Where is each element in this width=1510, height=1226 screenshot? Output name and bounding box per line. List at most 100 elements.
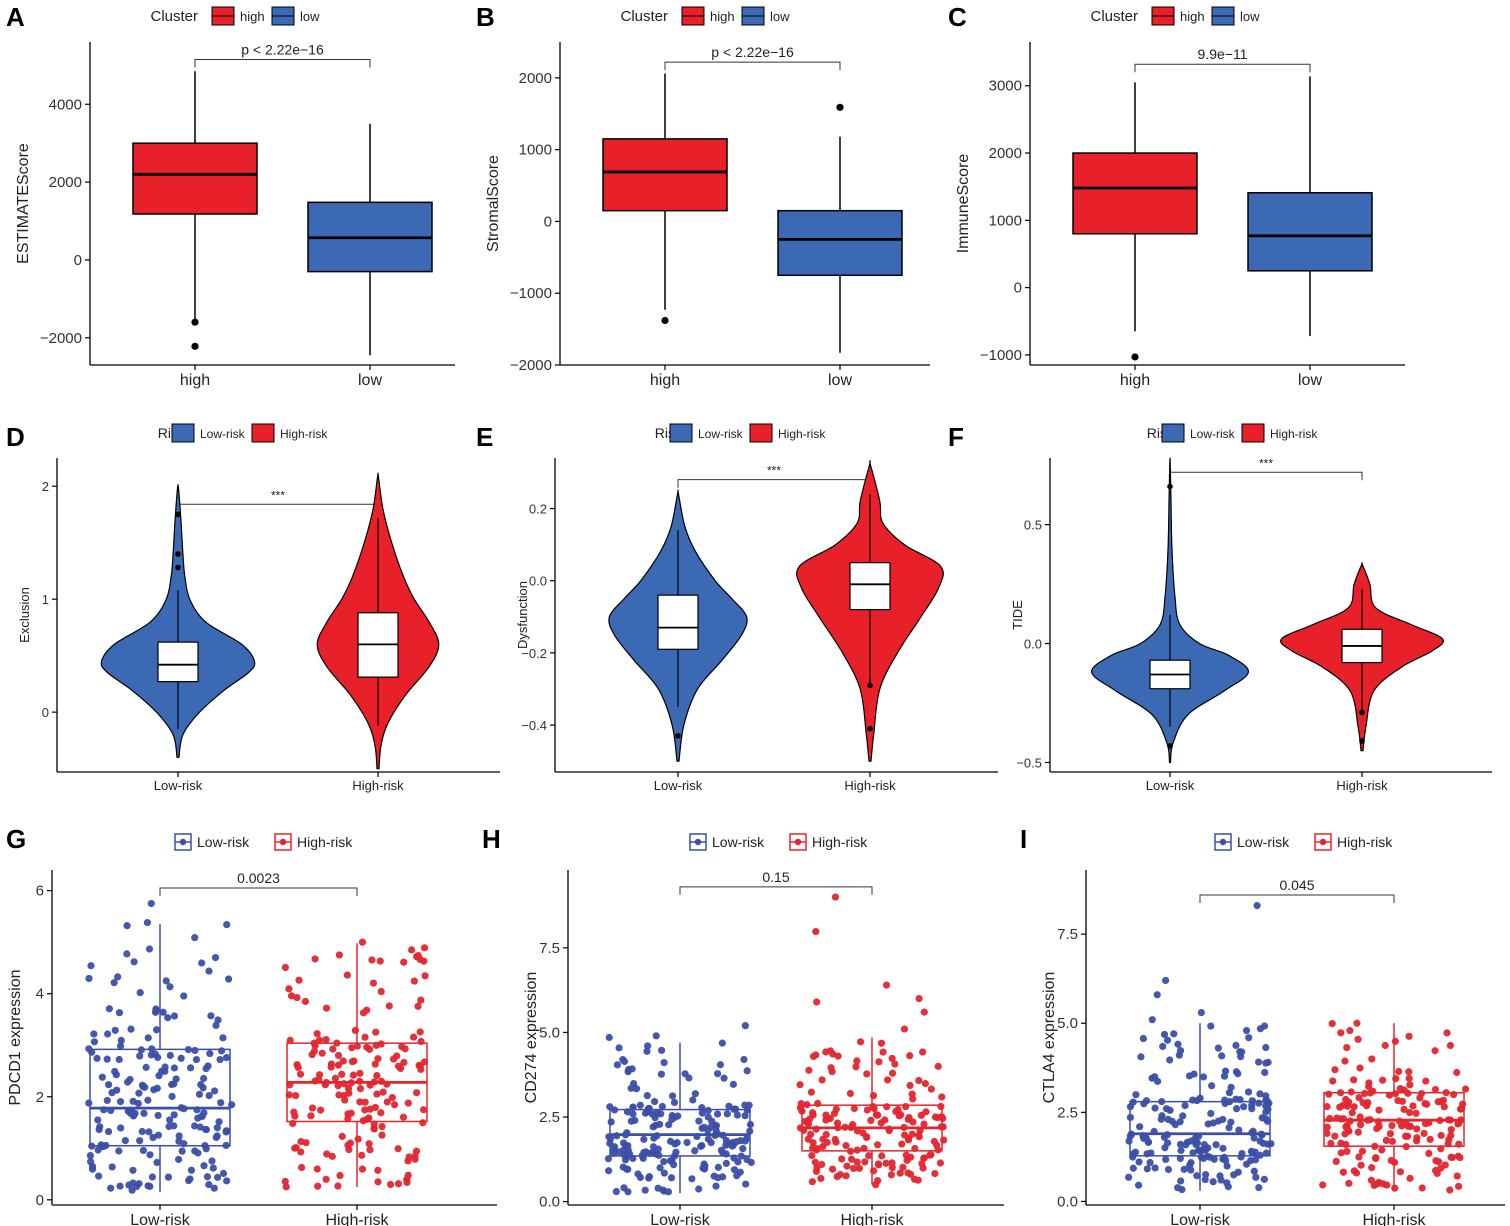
data-point xyxy=(808,1151,816,1160)
x-tick-label: high xyxy=(650,372,680,389)
data-point xyxy=(1339,1168,1347,1176)
outlier-point xyxy=(867,725,873,732)
data-point xyxy=(1240,1103,1248,1111)
y-tick-label: 4000 xyxy=(49,96,82,113)
data-point xyxy=(1329,1077,1337,1085)
data-point xyxy=(1358,1147,1367,1155)
data-point xyxy=(1431,1085,1440,1094)
legend: Cluster high low xyxy=(620,6,790,26)
data-point xyxy=(205,967,213,975)
data-point xyxy=(704,1126,712,1135)
legend-entry: High-risk xyxy=(812,834,868,850)
data-point xyxy=(1176,1154,1184,1163)
data-point xyxy=(180,992,188,1000)
data-point xyxy=(915,994,923,1003)
data-point xyxy=(1368,1055,1376,1063)
data-point xyxy=(153,1158,161,1167)
data-point xyxy=(356,1069,364,1077)
data-point xyxy=(1356,1064,1364,1072)
data-point xyxy=(1323,1129,1331,1138)
data-point xyxy=(1437,1145,1445,1153)
data-point xyxy=(90,1038,99,1046)
data-point xyxy=(604,1155,613,1163)
data-point xyxy=(99,1143,107,1151)
data-point xyxy=(148,1173,157,1181)
data-point xyxy=(1252,1173,1260,1181)
data-point xyxy=(400,1058,408,1067)
y-tick-label: −0.4 xyxy=(521,718,547,733)
data-point xyxy=(850,1104,858,1113)
significance-bracket xyxy=(194,59,371,68)
data-point xyxy=(219,1034,227,1042)
significance-bracket xyxy=(1199,894,1395,903)
data-point xyxy=(843,1162,851,1170)
data-point xyxy=(1212,1141,1220,1149)
data-point xyxy=(667,1174,676,1182)
data-point xyxy=(205,1181,213,1189)
iqr-box xyxy=(1247,191,1373,272)
data-point xyxy=(1179,1112,1187,1120)
data-point xyxy=(314,1182,322,1190)
y-tick-label: 7.5 xyxy=(1057,926,1078,943)
data-point xyxy=(205,1091,213,1100)
data-point xyxy=(938,1093,946,1101)
data-point xyxy=(399,1113,408,1121)
data-point xyxy=(615,1044,623,1052)
data-point xyxy=(1343,1044,1351,1052)
data-point xyxy=(334,1051,343,1060)
data-point xyxy=(1225,1089,1233,1097)
data-point xyxy=(377,987,385,996)
data-point xyxy=(322,1175,330,1183)
data-point xyxy=(368,956,376,964)
legend-entry: high xyxy=(710,9,735,24)
data-point xyxy=(812,927,820,936)
data-point xyxy=(658,1046,666,1054)
panel-label: H xyxy=(482,824,501,854)
data-point xyxy=(660,1157,668,1166)
data-point xyxy=(1177,1177,1185,1185)
data-point xyxy=(365,1045,374,1053)
data-point xyxy=(123,922,131,930)
outlier-point xyxy=(175,511,181,518)
data-point xyxy=(105,1005,113,1013)
data-point xyxy=(1336,1103,1344,1111)
data-point xyxy=(373,1071,381,1080)
data-point xyxy=(366,1146,374,1154)
x-tick-label: high xyxy=(1120,372,1150,389)
data-point xyxy=(356,1098,364,1106)
y-tick-label: 0 xyxy=(1014,280,1022,297)
data-point xyxy=(853,1057,861,1065)
data-point xyxy=(1214,1044,1222,1052)
legend: Low-risk High-risk xyxy=(689,833,868,851)
data-point xyxy=(155,1072,163,1080)
data-point xyxy=(318,1049,326,1057)
y-tick-label: 0.0 xyxy=(529,574,547,589)
data-point xyxy=(413,1089,421,1097)
data-point xyxy=(1132,1091,1140,1099)
data-point xyxy=(213,1132,221,1140)
x-tick-label: Low-risk xyxy=(1146,778,1195,793)
panel-h: H 0.0 2.5 5.0 7.5 Low-risk High-risk CD274 expr… xyxy=(482,824,1004,1226)
data-point xyxy=(651,1114,659,1122)
data-point xyxy=(1437,1164,1445,1172)
data-point xyxy=(704,1106,712,1115)
data-point xyxy=(365,1140,373,1148)
data-point xyxy=(170,1080,178,1088)
data-point xyxy=(217,1099,225,1107)
data-point xyxy=(1439,1096,1448,1104)
data-point xyxy=(404,1099,412,1107)
data-point xyxy=(819,1142,827,1151)
data-point xyxy=(832,1138,840,1146)
data-point xyxy=(877,1119,885,1127)
legend-entry: Low-risk xyxy=(1190,427,1236,441)
data-point xyxy=(700,1160,708,1168)
legend-swatch-dot xyxy=(694,838,702,846)
data-point xyxy=(1406,1081,1414,1089)
data-point xyxy=(166,983,174,991)
data-point xyxy=(813,998,821,1006)
data-point xyxy=(712,1182,720,1190)
outlier-point xyxy=(1167,483,1173,490)
data-point xyxy=(372,1028,380,1036)
data-point xyxy=(717,1146,725,1154)
data-point xyxy=(714,1174,722,1182)
